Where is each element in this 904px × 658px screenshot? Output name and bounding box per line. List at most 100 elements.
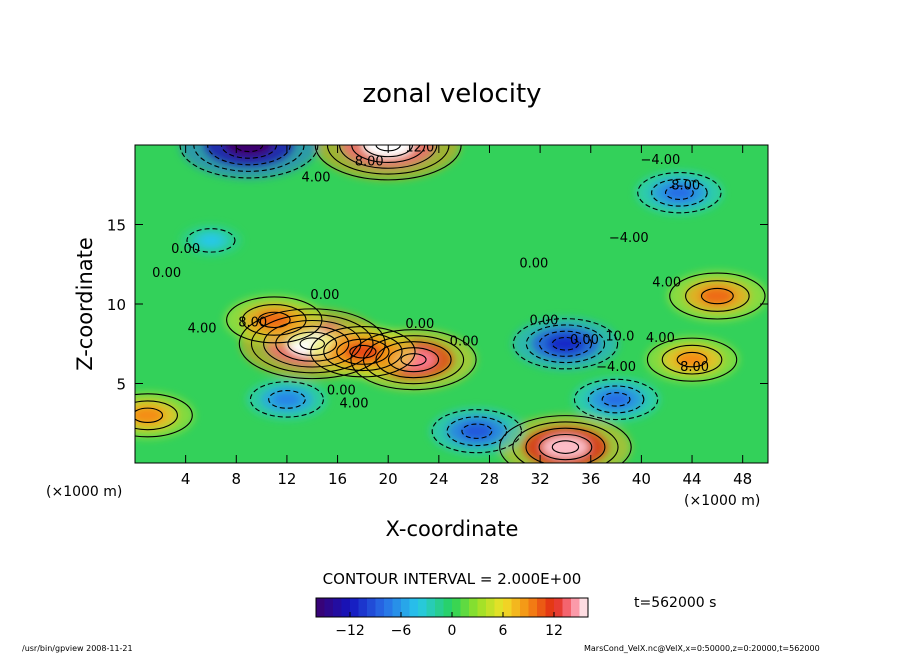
contour-0-1 [400, 353, 427, 367]
contour-interval-text: CONTOUR INTERVAL = 2.000E+00 [323, 570, 582, 588]
colorbar-tick-label-2: 0 [448, 623, 457, 639]
chart-title: zonal velocity [362, 79, 541, 109]
contour-1-1 [299, 337, 325, 351]
contour-label-10: 0.00 [310, 288, 339, 303]
x-axis-label: X-coordinate [386, 517, 519, 541]
contour-label-11: 8.00 [238, 315, 267, 330]
contour-label-5: 0.00 [171, 242, 200, 257]
y-tick-label-1: 10 [107, 296, 126, 314]
contour-6-3 [525, 427, 606, 463]
colorbar-cell-23 [511, 598, 521, 617]
colorbar-cell-8 [384, 598, 393, 617]
field-feature-15-2 [600, 391, 632, 408]
colorbar-cell-7 [375, 598, 385, 617]
colorbar-ticks: −12 −6 0 6 12 [335, 612, 563, 639]
colorbar-cell-13 [426, 598, 436, 617]
y-axis-ticks: 5 10 15 [107, 217, 768, 394]
colorbar-cell-19 [477, 598, 487, 617]
field-feature-3-2 [256, 311, 292, 329]
contour-6-4 [512, 421, 619, 463]
contour-label-17: 10.0 [605, 330, 634, 345]
contour-label-15: 0.00 [529, 314, 558, 329]
contour-0-2 [387, 347, 440, 373]
field-feature-4-2 [675, 351, 709, 368]
colorbar-cell-12 [418, 598, 427, 617]
contour-4-2 [661, 344, 723, 375]
x-tick-label-7: 32 [531, 470, 550, 488]
contour-8-2 [363, 145, 414, 158]
contour-4-1 [676, 351, 708, 368]
colorbar-cell-14 [435, 598, 444, 617]
contour-1-2 [287, 331, 338, 356]
colorbar-tick-label-3: 6 [499, 623, 508, 639]
colorbar-cell-5 [358, 598, 368, 617]
contour-12-1 [268, 390, 306, 409]
x-tick-label-4: 20 [379, 470, 398, 488]
contour-1-3 [275, 325, 350, 362]
colorbar-cell-21 [494, 598, 504, 617]
contour-11-3 [525, 324, 606, 364]
x-unit-left: (×1000 m) [46, 484, 122, 500]
field-feature-13-2 [460, 422, 494, 440]
plot-area: 12.08.004.00−4.008.000.000.00−4.000.004.… [135, 145, 768, 463]
colorbar-cell-11 [409, 598, 419, 617]
x-tick-label-0: 4 [181, 470, 191, 488]
colorbar-cell-20 [486, 598, 495, 617]
contour-13-3 [431, 409, 523, 454]
y-tick-label-2: 15 [107, 217, 126, 235]
contour-7-3 [135, 393, 193, 438]
colorbar-cell-22 [503, 598, 512, 617]
colorbar-cell-2 [333, 598, 342, 617]
contour-9-5 [179, 145, 319, 179]
contour-11-1 [551, 336, 580, 351]
field-feature-6-2 [542, 435, 589, 459]
colorbar-cell-4 [350, 598, 359, 617]
contour-label-19: 8.00 [680, 360, 709, 375]
colorbar-tick-label-1: −6 [391, 623, 412, 639]
contour-labels: 12.08.004.00−4.008.000.000.00−4.000.004.… [152, 145, 709, 411]
colorbar-cell-15 [443, 598, 453, 617]
field-feature-12-2 [272, 392, 302, 407]
colorbar-cell-30 [571, 598, 580, 617]
x-tick-label-11: 48 [733, 470, 752, 488]
x-tick-label-2: 12 [277, 470, 296, 488]
contour-label-6: 0.00 [152, 266, 181, 281]
contour-14-1 [186, 228, 236, 253]
contour-13-1 [461, 423, 493, 439]
contour-9-3 [207, 145, 291, 166]
x-tick-label-8: 36 [581, 470, 600, 488]
field-feature-7-2 [135, 407, 165, 424]
contour-11-4 [512, 318, 619, 370]
colorbar-cell-27 [545, 598, 555, 617]
field-feature-14-2 [200, 234, 222, 246]
contour-label-12: 4.00 [188, 322, 217, 337]
contour-label-16: 0.00 [570, 333, 599, 348]
contour-3-1 [257, 311, 291, 329]
contour-5-1 [700, 287, 734, 305]
contour-1-5 [250, 314, 374, 374]
contour-8-4 [339, 145, 438, 169]
contour-6-1 [551, 440, 580, 454]
field-feature-10-2 [664, 185, 695, 201]
colorbar [316, 598, 589, 617]
contour-2-3 [323, 332, 403, 372]
contour-label-20: 0.00 [327, 384, 356, 399]
contour-10-3 [637, 172, 722, 214]
colorbar-cell-24 [520, 598, 529, 617]
contour-5-2 [685, 280, 750, 312]
contour-10-1 [664, 185, 694, 200]
contour-1-4 [263, 319, 362, 368]
contour-15-1 [601, 392, 631, 407]
x-tick-label-6: 28 [480, 470, 499, 488]
contour-8-3 [351, 145, 426, 163]
contour-label-2: 4.00 [302, 171, 331, 186]
contour-12-2 [249, 381, 324, 418]
contour-2-4 [310, 326, 416, 378]
contour-3-3 [226, 296, 323, 344]
y-axis-label: Z-coordinate [73, 237, 97, 371]
field-feature-5-2 [699, 287, 735, 305]
contour-label-21: 4.00 [340, 396, 369, 411]
contour-11-2 [538, 330, 593, 357]
contour-label-7: −4.00 [609, 231, 649, 246]
